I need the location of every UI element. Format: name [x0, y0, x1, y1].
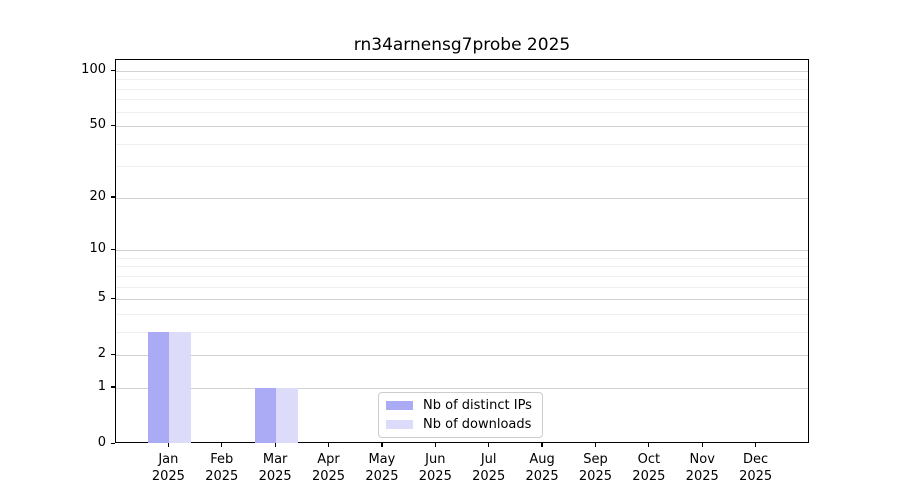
x-tick-month: Nov — [689, 452, 715, 467]
x-tick-mark — [381, 443, 383, 447]
y-tick-label: 100 — [81, 62, 106, 77]
x-tick-mark — [701, 443, 703, 447]
y-tick-mark — [111, 248, 115, 250]
gridline-minor — [116, 331, 808, 333]
bar-downloads — [169, 331, 191, 443]
x-tick-label: Nov 2025 — [672, 451, 732, 485]
gridline-minor — [116, 166, 808, 168]
x-tick-label: Apr 2025 — [299, 451, 359, 485]
x-tick-year: 2025 — [578, 469, 612, 484]
x-tick-label: Jun 2025 — [405, 451, 465, 485]
y-tick-label: 10 — [89, 241, 106, 257]
gridline-minor — [116, 266, 808, 268]
x-tick-month: May — [368, 452, 396, 467]
gridline-minor — [116, 143, 808, 145]
y-tick-label: 20 — [89, 188, 106, 204]
y-tick-mark — [111, 297, 115, 299]
legend-swatch-distinct-ips — [386, 401, 413, 410]
legend-item: Nb of distinct IPs — [386, 398, 532, 413]
gridline-major — [116, 355, 808, 357]
x-tick-mark — [541, 443, 543, 447]
y-tick-mark — [111, 69, 115, 71]
chart-title: rn34arnensg7probe 2025 — [353, 35, 571, 55]
y-tick-mark — [111, 353, 115, 355]
x-tick-month: Feb — [210, 452, 234, 467]
x-tick-mark — [594, 443, 597, 447]
gridline-major — [116, 387, 808, 389]
y-tick-mark — [111, 442, 115, 444]
x-tick-label: Jan 2025 — [138, 451, 198, 485]
x-tick-year: 2025 — [258, 469, 292, 484]
gridline-major — [116, 299, 808, 301]
gridline-minor — [116, 99, 808, 101]
x-tick-year: 2025 — [632, 469, 666, 484]
x-tick-label: Jul 2025 — [459, 451, 519, 485]
x-tick-year: 2025 — [739, 469, 773, 484]
x-tick-mark — [648, 443, 650, 447]
y-tick-label: 0 — [97, 435, 106, 450]
bar-downloads — [276, 387, 298, 443]
y-tick-mark — [111, 124, 115, 127]
gridline-minor — [116, 275, 808, 277]
x-tick-year: 2025 — [472, 469, 506, 484]
gridline-minor — [116, 79, 808, 81]
x-tick-label: Mar 2025 — [245, 451, 305, 485]
x-tick-month: Aug — [529, 452, 555, 467]
x-tick-year: 2025 — [365, 469, 399, 484]
x-tick-label: Dec 2025 — [726, 451, 786, 485]
x-tick-year: 2025 — [525, 469, 559, 484]
y-tick-mark — [111, 386, 115, 388]
x-tick-mark — [221, 443, 223, 447]
x-tick-year: 2025 — [205, 469, 239, 484]
legend-label: Nb of downloads — [423, 417, 532, 432]
x-tick-month: Jul — [480, 452, 497, 467]
x-tick-month: Mar — [262, 452, 288, 467]
x-tick-month: Jun — [425, 452, 446, 467]
x-tick-year: 2025 — [685, 469, 719, 484]
x-tick-mark — [434, 443, 436, 447]
y-tick-label: 1 — [97, 378, 106, 394]
legend-label: Nb of distinct IPs — [423, 398, 532, 413]
x-tick-year: 2025 — [151, 469, 185, 484]
gridline-minor — [116, 88, 808, 90]
y-tick-label: 2 — [97, 346, 106, 362]
x-tick-label: May 2025 — [352, 451, 412, 485]
gridline-major — [116, 197, 808, 199]
bar-distinct-ips — [254, 387, 277, 443]
gridline-major — [116, 71, 808, 72]
x-tick-label: Aug 2025 — [512, 451, 572, 485]
plot-area — [115, 59, 809, 443]
x-tick-label: Oct 2025 — [619, 451, 679, 485]
x-tick-year: 2025 — [311, 469, 346, 484]
gridline-minor — [116, 313, 808, 315]
x-tick-month: Jan — [158, 452, 179, 467]
y-tick-mark — [111, 196, 115, 198]
x-tick-year: 2025 — [418, 469, 452, 484]
x-tick-mark — [274, 443, 276, 447]
y-tick-label: 5 — [97, 290, 106, 306]
gridline-minor — [116, 286, 808, 288]
gridline-minor — [116, 257, 808, 259]
x-tick-month: Oct — [637, 452, 661, 467]
x-tick-month: Dec — [743, 452, 769, 467]
x-tick-mark — [488, 443, 490, 447]
x-tick-month: Apr — [317, 452, 340, 467]
x-tick-label: Feb 2025 — [192, 451, 252, 485]
legend: Nb of distinct IPs Nb of downloads — [378, 392, 543, 438]
x-tick-mark — [754, 443, 757, 447]
gridline-major — [116, 126, 808, 128]
x-tick-mark — [167, 443, 170, 447]
x-tick-label: Sep 2025 — [565, 451, 625, 485]
y-tick-label: 50 — [89, 117, 106, 133]
gridline-minor — [116, 111, 808, 113]
legend-swatch-downloads — [386, 420, 413, 429]
x-tick-mark — [327, 443, 330, 447]
x-tick-month: Sep — [583, 452, 608, 467]
legend-item: Nb of downloads — [386, 417, 532, 432]
bar-distinct-ips — [147, 331, 170, 443]
gridline-major — [116, 250, 808, 252]
